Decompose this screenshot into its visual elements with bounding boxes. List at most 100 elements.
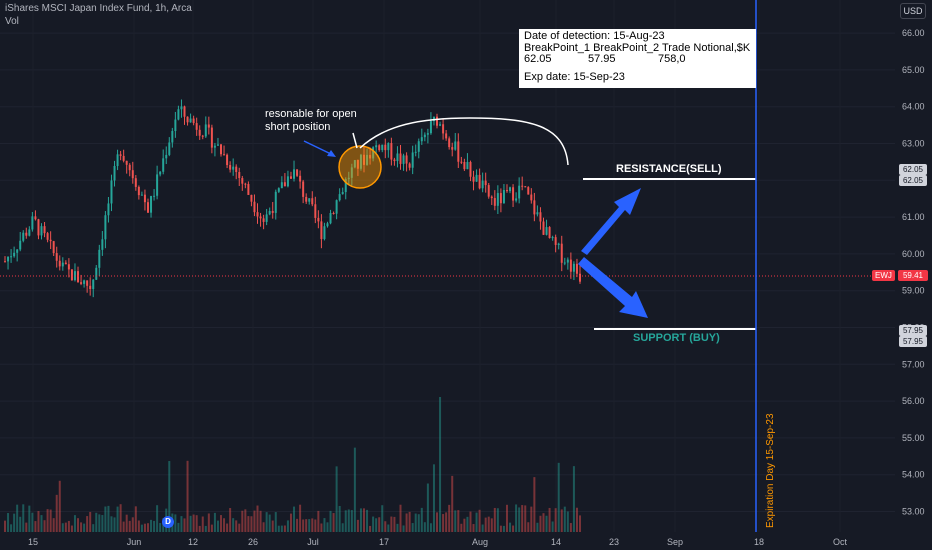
volume-bar: [159, 523, 162, 532]
info-values: 62.05 57.95 758,0: [524, 53, 751, 66]
volume-bar: [250, 516, 253, 532]
candle-body: [359, 154, 362, 169]
candle-body: [98, 249, 101, 268]
candle-body: [86, 280, 89, 286]
volume-bar: [183, 518, 186, 532]
candle-body: [375, 145, 378, 148]
volume-bar: [19, 516, 22, 532]
volume-bar: [314, 519, 317, 532]
candle-body: [542, 221, 545, 235]
candle-body: [150, 196, 153, 213]
candle-body: [189, 118, 192, 123]
volume-bar: [524, 505, 527, 532]
volume-bar: [387, 524, 390, 532]
x-tick-label: Sep: [667, 537, 683, 547]
candle-body: [10, 256, 13, 258]
candle-body: [414, 151, 417, 153]
volume-bar: [92, 524, 95, 532]
volume-bar: [439, 397, 442, 532]
volume-bar: [487, 516, 490, 532]
volume-bar: [575, 507, 578, 532]
candle-body: [286, 176, 289, 187]
candle-body: [505, 190, 508, 192]
volume-bar: [569, 523, 572, 532]
candle-body: [423, 134, 426, 138]
candle-body: [73, 271, 76, 281]
volume-bar: [426, 483, 429, 532]
candle-body: [250, 194, 253, 202]
candle-body: [168, 142, 171, 155]
candle-body: [274, 191, 277, 213]
volume-bar: [235, 520, 238, 532]
candle-body: [64, 262, 67, 265]
candle-body: [548, 227, 551, 239]
candle-body: [232, 166, 235, 170]
volume-bar: [411, 523, 414, 532]
candle-body: [566, 259, 569, 263]
currency-button[interactable]: USD: [900, 3, 926, 19]
volume-bar: [10, 524, 13, 532]
candle-body: [299, 175, 302, 182]
volume-bar: [89, 511, 92, 532]
candle-body: [7, 256, 10, 262]
volume-bar: [195, 515, 198, 532]
volume-bar: [536, 522, 539, 532]
volume-bar: [466, 516, 469, 532]
candle-body: [40, 226, 43, 236]
volume-bar: [13, 513, 16, 532]
volume-bar: [509, 522, 512, 532]
volume-bar: [542, 513, 545, 532]
candle-body: [572, 263, 575, 272]
candle-body: [289, 176, 292, 179]
candle-body: [302, 181, 305, 197]
candle-body: [241, 178, 244, 184]
volume-bar: [180, 516, 183, 532]
support-price-badge-1: 57.95: [899, 325, 927, 336]
candle-body: [417, 141, 420, 152]
volume-bar: [58, 480, 61, 532]
volume-bar: [557, 462, 560, 532]
volume-bar: [305, 519, 308, 532]
candle-body: [369, 154, 372, 159]
candle-body: [521, 185, 524, 187]
volume-bar: [137, 520, 140, 532]
volume-bar: [311, 518, 314, 532]
volume-bar: [192, 514, 195, 532]
bullish-arrow-icon: [581, 188, 641, 255]
candle-body: [101, 239, 104, 250]
candle-body: [460, 161, 463, 163]
candle-body: [426, 133, 429, 135]
candle-body: [362, 154, 365, 165]
x-tick-label: Aug: [472, 537, 488, 547]
candle-body: [487, 185, 490, 197]
candle-body: [420, 137, 423, 142]
candle-body: [213, 145, 216, 148]
candle-body: [442, 124, 445, 134]
volume-bar: [125, 514, 128, 532]
volume-bar: [560, 509, 563, 532]
volume-bar: [95, 512, 98, 532]
volume-bar: [460, 523, 463, 532]
candle-body: [143, 194, 146, 203]
y-tick-label: 65.00: [902, 65, 925, 75]
volume-bar: [341, 523, 344, 532]
dividend-icon[interactable]: D: [162, 516, 174, 528]
volume-bar: [232, 518, 235, 532]
y-tick-label: 53.00: [902, 507, 925, 517]
candle-body: [171, 131, 174, 143]
candle-body: [350, 167, 353, 178]
candle-body: [25, 232, 28, 236]
candle-body: [347, 177, 350, 180]
candle-body: [399, 153, 402, 164]
volume-bar: [338, 505, 341, 532]
candle-body: [37, 219, 40, 236]
candle-body: [283, 182, 286, 187]
volume-bar: [402, 525, 405, 532]
volume-bar: [86, 516, 89, 532]
candle-body: [198, 129, 201, 136]
volume-bar: [423, 522, 426, 532]
candle-body: [192, 118, 195, 124]
candle-body: [560, 243, 563, 263]
volume-bar: [326, 522, 329, 532]
